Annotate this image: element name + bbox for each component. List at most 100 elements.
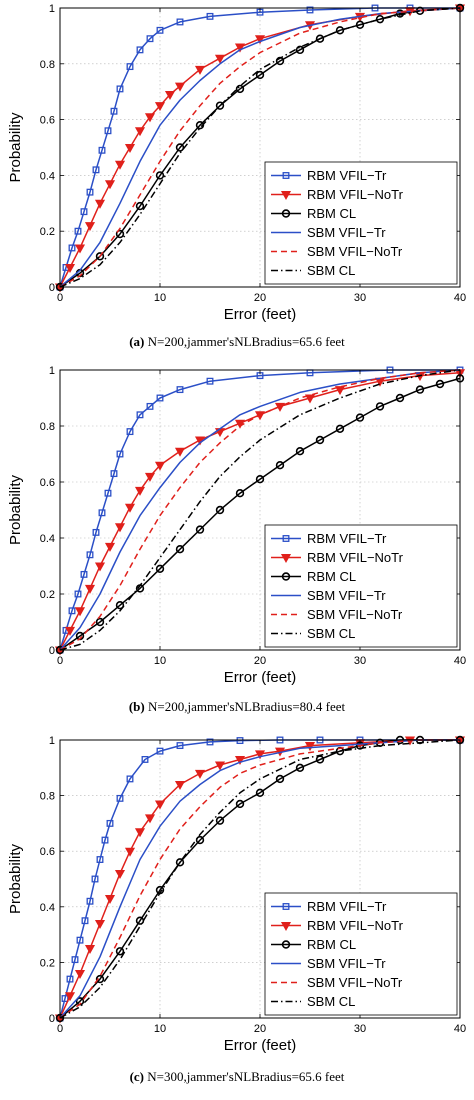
data-point-15 — [176, 18, 184, 26]
series-sbm-cl — [59, 739, 461, 1019]
data-point-10 — [255, 70, 265, 80]
data-point-7 — [124, 144, 136, 154]
data-point-7 — [195, 525, 205, 534]
data-point-4 — [80, 570, 88, 578]
data-point-6 — [92, 166, 100, 174]
x-tick-label: 10 — [154, 1023, 166, 1035]
data-point-10 — [154, 461, 166, 471]
y-axis-label: Probability — [7, 843, 24, 914]
data-point-4 — [80, 208, 88, 216]
data-point-6 — [175, 143, 185, 152]
data-point-3 — [115, 229, 125, 239]
data-point-6 — [114, 523, 126, 533]
data-point-16 — [206, 738, 214, 746]
series-line — [59, 739, 460, 1019]
data-point-6 — [86, 897, 94, 905]
data-point-4 — [135, 916, 145, 925]
data-point-6 — [114, 869, 126, 879]
data-point-7 — [195, 835, 205, 845]
caption-label: (a) — [129, 334, 147, 349]
data-point-11 — [126, 428, 134, 436]
data-point-8 — [134, 828, 146, 838]
data-point-16 — [375, 402, 385, 411]
y-tick-label: 0.8 — [40, 59, 55, 71]
series-line — [59, 7, 461, 288]
data-point-12 — [126, 775, 134, 783]
x-tick-label: 0 — [57, 655, 63, 667]
legend-label: SBM VFIL−Tr — [307, 225, 386, 240]
legend-label: RBM VFIL−Tr — [307, 899, 387, 914]
legend-item: RBM VFIL−NoTr — [271, 918, 404, 933]
data-point-14 — [214, 54, 226, 64]
series-line — [59, 372, 461, 651]
legend-label: RBM CL — [307, 206, 356, 221]
y-tick-label: 0 — [49, 282, 55, 294]
data-point-legend — [282, 535, 290, 542]
data-point-4 — [94, 562, 106, 572]
data-point-2 — [95, 974, 105, 984]
data-point-13 — [146, 402, 154, 410]
data-point-8 — [104, 127, 112, 135]
data-point-14 — [234, 755, 246, 765]
series-sbm-vfil-notr — [59, 739, 460, 1019]
legend-label: SBM VFIL−Tr — [307, 588, 386, 603]
legend-item: RBM VFIL−Tr — [271, 168, 387, 183]
data-point-6 — [92, 528, 100, 536]
data-point-9 — [101, 836, 109, 844]
data-point-8 — [215, 101, 225, 110]
x-tick-label: 20 — [254, 292, 266, 304]
data-point-16 — [254, 35, 266, 45]
x-tick-label: 10 — [154, 655, 166, 667]
data-point-9 — [235, 799, 245, 809]
y-tick-label: 0.2 — [40, 226, 55, 238]
legend-box — [264, 892, 458, 1016]
data-point-legend — [280, 922, 292, 932]
data-point-legend — [280, 191, 292, 201]
data-point-12 — [136, 411, 144, 419]
legend-label: SBM VFIL−Tr — [307, 956, 386, 971]
data-point-2 — [74, 607, 86, 617]
data-point-10 — [116, 85, 124, 93]
caption-label: (c) — [130, 1069, 148, 1084]
data-point-17 — [395, 393, 405, 403]
data-point-10 — [255, 475, 265, 484]
data-point-10 — [154, 102, 166, 112]
legend-label: RBM CL — [307, 937, 356, 952]
data-point-5 — [155, 564, 165, 573]
legend-box — [264, 161, 458, 285]
y-tick-label: 0.8 — [40, 421, 55, 433]
legend-item: RBM CL — [271, 937, 356, 952]
data-point-7 — [98, 509, 106, 517]
chart-panel-a: 0 10 20 30 40 0 0.2 0.4 0.6 0.8 1 Error (feet) Proba… — [7, 3, 466, 323]
data-point-5 — [155, 171, 165, 180]
data-point-11 — [174, 780, 186, 791]
data-point-3 — [74, 227, 82, 235]
data-point-12 — [194, 769, 206, 779]
caption-b: (b) N=200,jammer'sNLBradius=80.4 feet — [129, 699, 346, 714]
data-point-11 — [164, 90, 176, 101]
data-point-14 — [335, 26, 345, 35]
series-line — [59, 369, 461, 651]
data-point-13 — [315, 34, 325, 43]
series-rbm-vfil-notr — [54, 736, 466, 1024]
legend-item: RBM VFIL−Tr — [271, 899, 387, 914]
data-point-9 — [235, 489, 245, 498]
data-point-3 — [84, 222, 96, 232]
data-point-12 — [136, 46, 144, 54]
series-sbm-vfil-tr — [59, 7, 461, 288]
x-tick-label: 20 — [254, 1023, 266, 1035]
data-point-1 — [64, 263, 76, 273]
legend-item: SBM VFIL−Tr — [271, 588, 386, 603]
data-point-1 — [61, 995, 69, 1002]
y-tick-label: 0.6 — [40, 477, 55, 489]
data-point-8 — [215, 816, 225, 825]
data-point-2 — [95, 617, 105, 627]
series-rbm-vfil-tr — [56, 366, 464, 654]
data-point-8 — [134, 127, 146, 137]
data-point-13 — [146, 35, 154, 43]
legend-item: SBM VFIL−NoTr — [271, 244, 403, 259]
y-axis-label: Probability — [7, 112, 24, 183]
legend-item: SBM CL — [271, 626, 355, 641]
data-point-18 — [306, 6, 314, 14]
x-tick-label: 30 — [354, 1023, 366, 1035]
